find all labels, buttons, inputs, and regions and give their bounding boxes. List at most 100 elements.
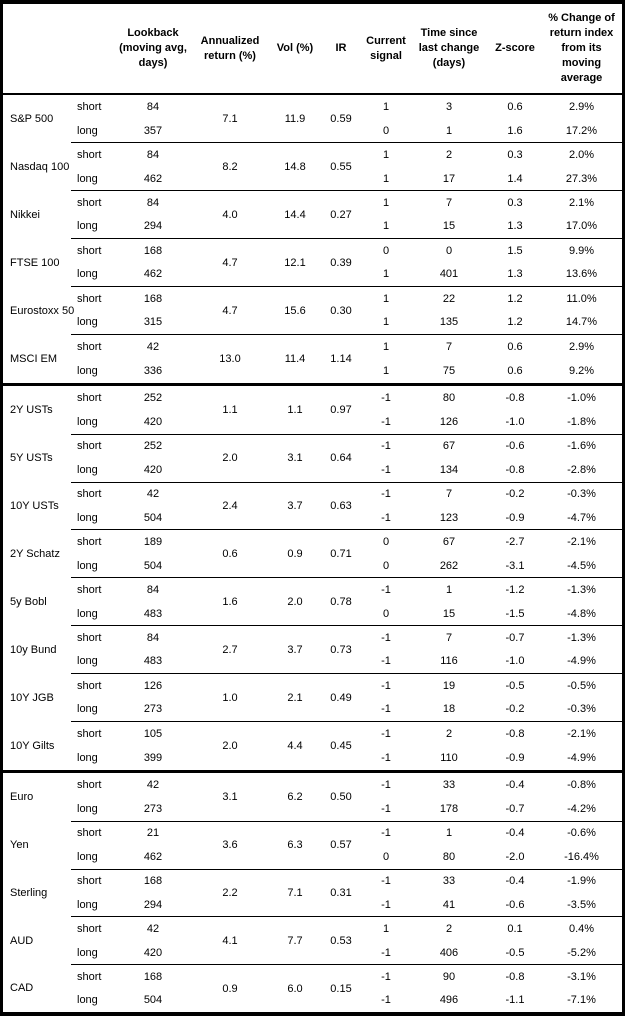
table-row: long 462 1 401 1.3 13.6% — [3, 263, 622, 287]
annualized-return-cell: 2.0 — [189, 433, 271, 483]
ir-cell: 0.78 — [319, 577, 363, 626]
table-row: long 420 -1 134 -0.8 -2.8% — [3, 458, 622, 482]
lookback-cell: 105 — [117, 721, 189, 746]
time-since-cell: 178 — [439, 802, 459, 815]
column-header-asset — [3, 4, 71, 95]
current-signal-cell: -1 — [381, 655, 391, 668]
ir-cell: 0.27 — [319, 190, 363, 239]
lookback-cell: 84 — [117, 625, 189, 650]
time-since-cell: 41 — [442, 898, 456, 911]
ir-cell: 0.39 — [319, 238, 363, 287]
current-signal-cell: 1 — [382, 316, 390, 329]
z-score-cell: -0.8 — [489, 721, 541, 746]
position-cell: short — [71, 190, 117, 215]
pct-change-cell: -4.9% — [567, 751, 596, 764]
lookback-cell: 336 — [143, 364, 163, 377]
current-signal-cell: 1 — [382, 172, 390, 185]
vol-cell: 6.3 — [271, 820, 319, 870]
vol-cell: 0.9 — [271, 529, 319, 578]
lookback-cell: 42 — [117, 333, 189, 359]
table-header: Lookback (moving avg, days) Annualized re… — [3, 4, 622, 95]
z-score-cell: -0.9 — [505, 511, 525, 524]
z-score-cell: -0.7 — [505, 802, 525, 815]
annualized-return-cell: 4.1 — [189, 916, 271, 965]
vol-cell: 12.1 — [271, 238, 319, 287]
z-score-cell: -0.8 — [489, 964, 541, 989]
lookback-cell: 420 — [143, 463, 163, 476]
annualized-return-cell: 2.7 — [189, 625, 271, 674]
position-cell: short — [71, 238, 117, 263]
position-cell: short — [71, 433, 117, 459]
time-since-cell: 75 — [442, 364, 456, 377]
current-signal-cell: 1 — [363, 916, 409, 941]
asset-name-cell: Sterling — [10, 887, 48, 900]
pct-change-cell: -2.8% — [567, 463, 596, 476]
time-since-cell: 33 — [409, 769, 489, 798]
z-score-cell: 0.6 — [489, 333, 541, 359]
time-since-cell: 7 — [409, 333, 489, 359]
time-since-cell: 126 — [439, 415, 459, 428]
ir-cell: 0.64 — [319, 433, 363, 483]
vol-cell: 3.1 — [271, 433, 319, 483]
z-score-cell: -2.7 — [489, 529, 541, 554]
pct-change-cell: 13.6% — [565, 268, 598, 281]
lookback-cell: 483 — [143, 655, 163, 668]
z-score-cell: 0.3 — [489, 142, 541, 167]
pct-change-cell: -1.3% — [541, 625, 622, 650]
table-row: 2Y USTs short 252 1.1 1.1 0.97 -1 80 -0.8 -1.0% — [3, 382, 622, 435]
time-since-cell: 80 — [442, 850, 456, 863]
pct-change-cell: -1.0% — [541, 382, 622, 411]
time-since-cell: 2 — [409, 142, 489, 167]
z-score-cell: -0.9 — [505, 751, 525, 764]
time-since-cell: 116 — [440, 655, 458, 668]
pct-change-cell: -0.5% — [541, 673, 622, 698]
vol-cell: 15.6 — [271, 286, 319, 335]
time-since-cell: 2 — [409, 916, 489, 941]
lookback-cell: 84 — [146, 100, 160, 113]
current-signal-cell: -1 — [381, 994, 391, 1007]
ir-cell: 0.55 — [319, 142, 363, 191]
column-header-z-score: Z-score — [489, 4, 541, 95]
current-signal-cell: -1 — [381, 415, 391, 428]
column-header-annualized-return: Annualized return (%) — [189, 4, 271, 95]
current-signal-cell: 0 — [382, 559, 390, 572]
position-cell: long — [77, 316, 98, 329]
ir-cell: 0.97 — [319, 382, 363, 435]
current-signal-cell: 0 — [363, 238, 409, 263]
time-since-cell: 1 — [445, 124, 453, 137]
annualized-return-cell: 3.6 — [189, 820, 271, 870]
table-row: long 273 -1 18 -0.2 -0.3% — [3, 698, 622, 722]
position-cell: short — [71, 673, 117, 698]
pct-change-cell: 17.2% — [565, 124, 598, 137]
lookback-cell: 420 — [143, 415, 163, 428]
asset-name-cell: 5y Bobl — [10, 595, 47, 608]
table-row: S&P 500 short 84 7.1 11.9 0.59 1 3 0.6 2.9% — [3, 94, 622, 125]
annualized-return-cell: 7.1 — [222, 112, 238, 125]
position-cell: long — [77, 268, 98, 281]
table-row: Nasdaq 100 short 84 8.2 14.8 0.55 1 2 0.3 2.0% — [3, 142, 622, 191]
asset-name-cell: S&P 500 — [10, 112, 54, 125]
table-row: 10Y Gilts short 105 2.0 4.4 0.45 -1 2 -0.8 -2.1% — [3, 721, 622, 772]
ir-cell: 0.50 — [319, 769, 363, 822]
lookback-cell: 273 — [143, 802, 163, 815]
vol-cell: 2.1 — [271, 673, 319, 722]
z-score-cell: -0.6 — [505, 898, 525, 911]
position-cell: long — [77, 751, 98, 764]
time-since-cell: 67 — [409, 433, 489, 459]
position-cell: long — [77, 364, 98, 377]
table-row: Euro short 42 3.1 6.2 0.50 -1 33 -0.4 -0.8% — [3, 769, 622, 822]
table-row: long 504 -1 496 -1.1 -7.1% — [3, 989, 622, 1012]
annualized-return-cell: 2.2 — [189, 868, 271, 917]
lookback-cell: 462 — [143, 850, 163, 863]
position-cell: short — [71, 769, 117, 798]
current-signal-cell: -1 — [363, 820, 409, 846]
time-since-cell: 2 — [409, 721, 489, 746]
pct-change-cell: 27.3% — [565, 172, 598, 185]
time-since-cell: 90 — [409, 964, 489, 989]
lookback-cell: 21 — [117, 820, 189, 846]
position-cell: long — [77, 415, 98, 428]
z-score-cell: -1.1 — [505, 994, 525, 1007]
current-signal-cell: -1 — [363, 382, 409, 411]
lookback-cell: 42 — [117, 481, 189, 506]
asset-name-cell: AUD — [10, 934, 34, 947]
